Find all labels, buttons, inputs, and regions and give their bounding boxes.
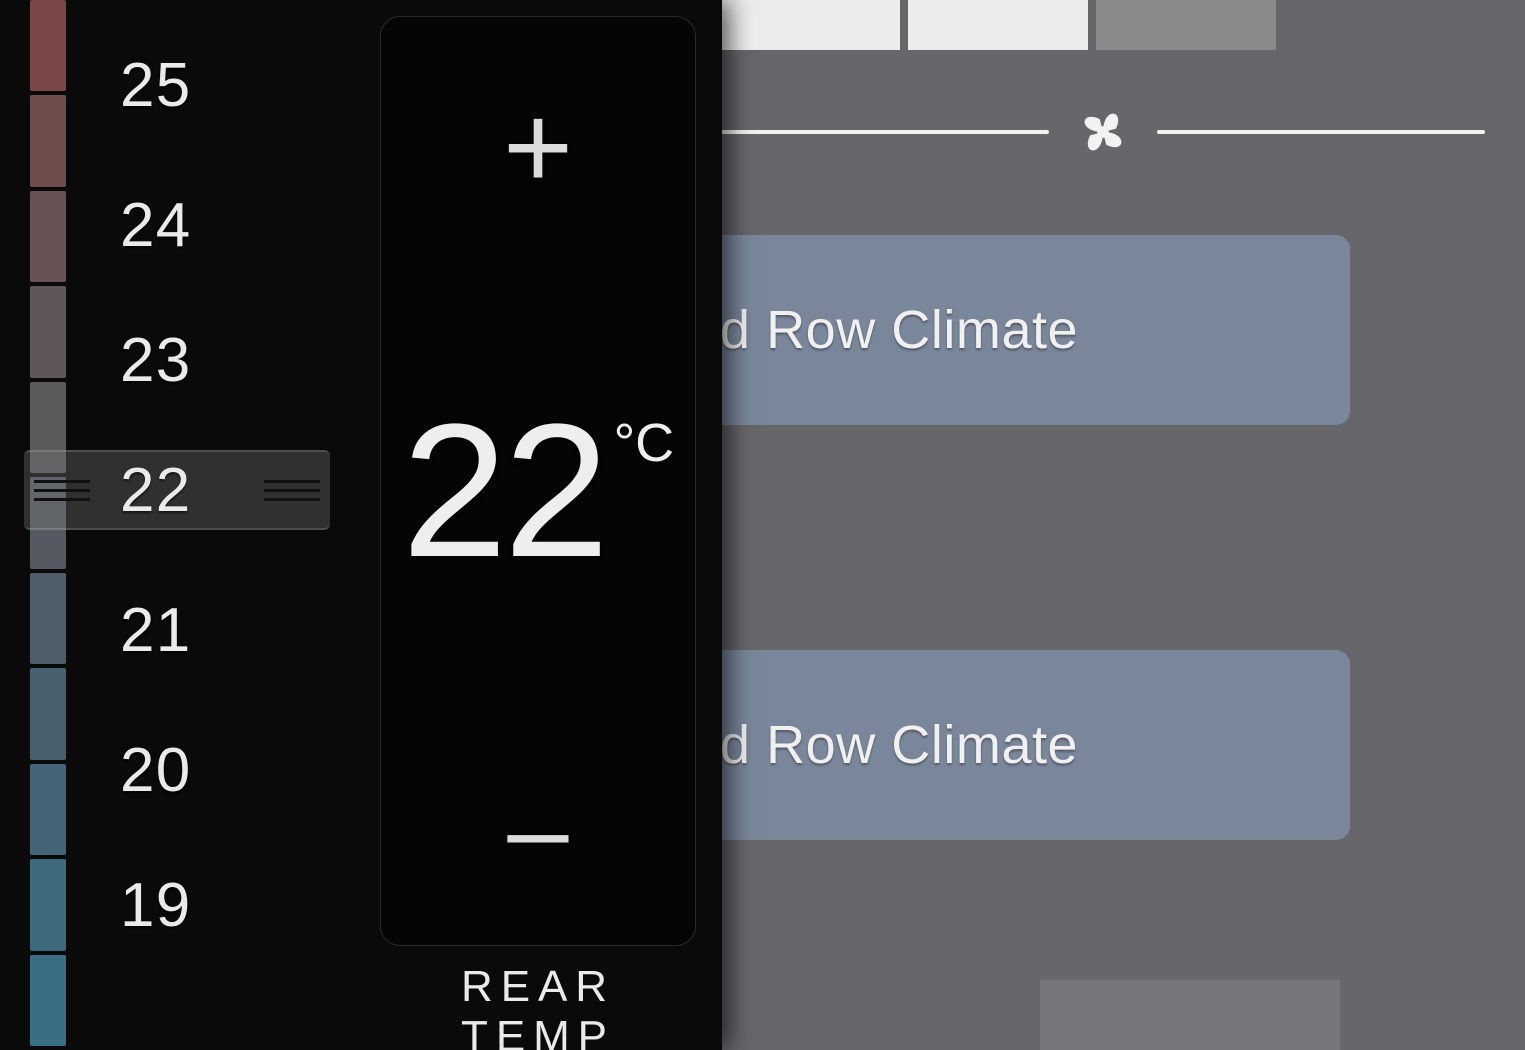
color-swatch xyxy=(30,0,66,91)
fan-segment[interactable] xyxy=(720,0,900,50)
temp-current-display: 22 °C xyxy=(402,396,674,586)
row-climate-label: d Row Climate xyxy=(720,714,1078,776)
temp-scale-value[interactable]: 19 xyxy=(120,870,191,941)
fan-segment[interactable] xyxy=(1096,0,1276,50)
fan-segment[interactable] xyxy=(908,0,1088,50)
color-swatch xyxy=(30,95,66,186)
fan-level-segments xyxy=(720,0,1276,50)
row-climate-label: d Row Climate xyxy=(720,299,1078,361)
divider-line xyxy=(720,130,1049,134)
color-swatch xyxy=(30,955,66,1046)
fan-icon xyxy=(1071,100,1135,164)
temp-control-column: + 22 °C – REAR TEMP xyxy=(340,0,722,1050)
temp-scale-value[interactable]: 23 xyxy=(120,325,191,396)
rear-temp-popup: 25 24 23 22 21 20 19 + 22 °C – REAR TEMP xyxy=(0,0,722,1050)
temp-increase-button[interactable]: + xyxy=(503,87,573,207)
temp-unit: °C xyxy=(614,412,675,474)
color-swatch xyxy=(30,286,66,377)
temp-value: 22 xyxy=(402,396,606,586)
temp-scale-value[interactable]: 21 xyxy=(120,595,191,666)
color-swatch xyxy=(30,191,66,282)
temp-decrease-button[interactable]: – xyxy=(507,775,568,885)
divider-line xyxy=(1157,130,1486,134)
temp-scale-value[interactable]: 20 xyxy=(120,735,191,806)
temp-scale-value[interactable]: 25 xyxy=(120,50,191,121)
color-swatch xyxy=(30,764,66,855)
bottom-panel xyxy=(1040,980,1340,1050)
fan-divider xyxy=(720,100,1485,164)
color-swatch xyxy=(30,859,66,950)
temp-scale-numbers[interactable]: 25 24 23 22 21 20 19 xyxy=(120,0,340,1050)
color-swatch xyxy=(30,668,66,759)
temp-scale-value[interactable]: 24 xyxy=(120,190,191,261)
temp-scale-value[interactable]: 22 xyxy=(120,455,191,526)
color-swatch xyxy=(30,573,66,664)
temp-scale-column: 25 24 23 22 21 20 19 xyxy=(0,0,340,1050)
rear-temp-label: REAR TEMP xyxy=(380,962,696,1050)
selector-grip-icon xyxy=(34,480,90,501)
temp-control-box: + 22 °C – xyxy=(380,16,696,946)
